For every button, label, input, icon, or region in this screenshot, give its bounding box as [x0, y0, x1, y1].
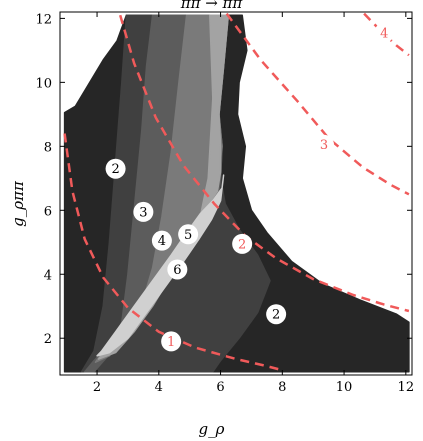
region-label-circle: [133, 201, 154, 222]
contour-label-circle: [161, 331, 182, 352]
contour-label: 3: [314, 134, 334, 155]
region-label: 2: [105, 158, 126, 179]
contour-label-text: 4: [380, 26, 388, 41]
plot-frame: [59, 11, 413, 376]
region-7: [96, 174, 225, 357]
region-label-text: 3: [139, 205, 147, 220]
region-label-circle: [167, 259, 188, 280]
region-label: 5: [178, 224, 199, 245]
region-fills: [63, 14, 410, 373]
region-label-text: 2: [272, 308, 280, 323]
y-tick-label: 4: [44, 268, 52, 283]
contour-label-text: 3: [320, 138, 328, 153]
contour-label-circle: [232, 233, 253, 254]
region-label-text: 2: [111, 162, 119, 177]
region-label: 2: [266, 304, 287, 325]
x-tick-label: 10: [336, 380, 353, 395]
contour-label-text: 2: [238, 237, 246, 252]
y-tick-label: 2: [44, 332, 52, 347]
y-tick-label: 8: [44, 140, 52, 155]
x-tick-label: 4: [155, 380, 163, 395]
region-label-circle: [266, 304, 287, 325]
x-tick-label: 8: [278, 380, 286, 395]
y-tick-label: 10: [35, 76, 52, 91]
chart-title: ππ → ππ: [180, 0, 243, 12]
region-label: 3: [133, 201, 154, 222]
y-tick-label: 12: [35, 12, 52, 27]
y-axis-label-text: g_ρππ: [9, 181, 27, 227]
region-label-circle: [178, 224, 199, 245]
contour-label-circle: [374, 22, 395, 43]
contour-label: 2: [232, 233, 253, 254]
region-label-text: 6: [173, 263, 181, 278]
contour-line-1: [63, 133, 283, 372]
contour-label-text: 1: [167, 335, 175, 350]
y-axis-label: g_ρππ: [9, 164, 27, 244]
region-label-text: 4: [158, 234, 166, 249]
region-label-circle: [151, 230, 172, 251]
x-axis-label-text: g_ρ: [198, 420, 225, 438]
region-label: 4: [151, 230, 172, 251]
region-label-text: 5: [184, 228, 192, 243]
contour-label: 4: [374, 22, 395, 43]
x-tick-label: 2: [93, 380, 101, 395]
region-label: 6: [167, 259, 188, 280]
x-tick-label: 6: [216, 380, 224, 395]
x-axis-label: g_ρ: [0, 420, 423, 438]
contour-label-circle: [314, 134, 334, 155]
contour-label: 1: [161, 331, 182, 352]
region-label-circle: [105, 158, 126, 179]
y-tick-label: 6: [44, 204, 52, 219]
x-tick-label: 12: [398, 380, 415, 395]
